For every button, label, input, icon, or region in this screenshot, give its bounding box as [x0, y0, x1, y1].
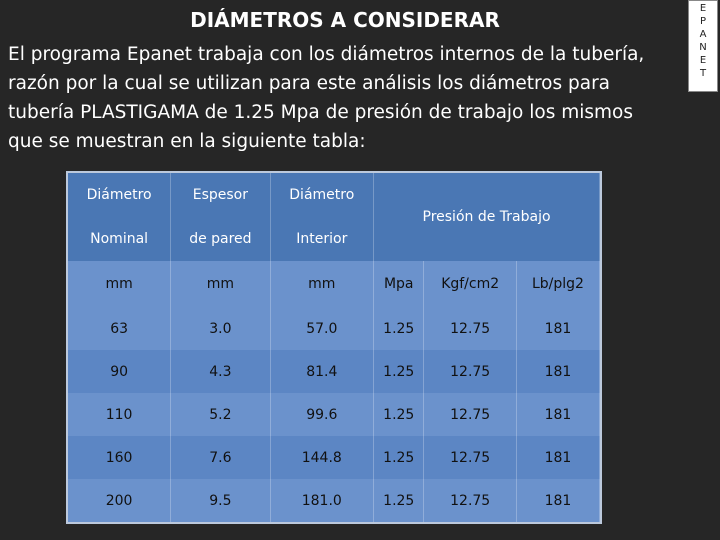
data-cell: 144.8 — [270, 436, 375, 479]
unit-cell: Mpa — [373, 261, 425, 307]
unit-cell: mm — [170, 261, 271, 307]
data-cell: 200 — [68, 479, 172, 522]
side-label-text: EPANET — [699, 3, 707, 79]
data-cell: 9.5 — [170, 479, 271, 522]
header-cell: Diámetro — [270, 173, 375, 217]
data-cell: 90 — [68, 350, 172, 393]
header-cell: de pared — [170, 217, 271, 261]
data-row: 110 5.2 99.6 1.25 12.75 181 — [68, 393, 601, 436]
side-label: EPANET — [688, 0, 718, 92]
data-cell: 3.0 — [170, 307, 271, 350]
data-cell: 7.6 — [170, 436, 271, 479]
data-cell: 1.25 — [373, 436, 425, 479]
data-cell: 181 — [516, 393, 601, 436]
header-cell: Espesor — [170, 173, 271, 217]
data-row: 200 9.5 181.0 1.25 12.75 181 — [68, 479, 601, 522]
unit-cell: mm — [68, 261, 172, 307]
data-cell: 12.75 — [423, 350, 517, 393]
header-row: Nominal de pared Interior — [68, 217, 600, 261]
unit-cell: mm — [270, 261, 375, 307]
data-cell: 81.4 — [270, 350, 375, 393]
data-cell: 1.25 — [373, 350, 425, 393]
data-cell: 181 — [516, 479, 601, 522]
diameter-table: Diámetro Espesor Diámetro Presión de Trabaj… — [66, 171, 602, 524]
data-cell: 12.75 — [423, 393, 517, 436]
data-cell: 4.3 — [170, 350, 271, 393]
data-cell: 181.0 — [270, 479, 375, 522]
header-cell: Interior — [270, 217, 375, 261]
data-cell: 12.75 — [423, 479, 517, 522]
data-cell: 1.25 — [373, 307, 425, 350]
data-cell: 99.6 — [270, 393, 375, 436]
data-row: 160 7.6 144.8 1.25 12.75 181 — [68, 436, 601, 479]
header-row: Diámetro Espesor Diámetro Presión de Trabaj… — [68, 173, 600, 261]
data-row: 90 4.3 81.4 1.25 12.75 181 — [68, 350, 601, 393]
data-cell: 12.75 — [423, 436, 517, 479]
paragraph: El programa Epanet trabaja con los diáme… — [8, 44, 645, 152]
data-cell: 12.75 — [423, 307, 517, 350]
table-body: Diámetro Espesor Diámetro Presión de Trabaj… — [68, 173, 601, 522]
header-cell: Diámetro — [68, 173, 172, 217]
data-cell: 57.0 — [270, 307, 375, 350]
data-cell: 1.25 — [373, 393, 425, 436]
header-cell: Nominal — [68, 217, 172, 261]
data-cell: 181 — [516, 436, 601, 479]
units-row: mm mm mm Mpa Kgf/cm2 Lb/plg2 — [68, 261, 601, 307]
pressure-header: Presión de Trabajo — [373, 173, 600, 261]
unit-cell: Kgf/cm2 — [423, 261, 517, 307]
data-row: 63 3.0 57.0 1.25 12.75 181 — [68, 307, 601, 350]
title: DIÁMETROS A CONSIDERAR — [190, 8, 500, 32]
data-cell: 1.25 — [373, 479, 425, 522]
data-cell: 181 — [516, 307, 601, 350]
data-cell: 160 — [68, 436, 172, 479]
data-cell: 5.2 — [170, 393, 271, 436]
data-cell: 63 — [68, 307, 172, 350]
data-cell: 181 — [516, 350, 601, 393]
data-cell: 110 — [68, 393, 172, 436]
unit-cell: Lb/plg2 — [516, 261, 601, 307]
